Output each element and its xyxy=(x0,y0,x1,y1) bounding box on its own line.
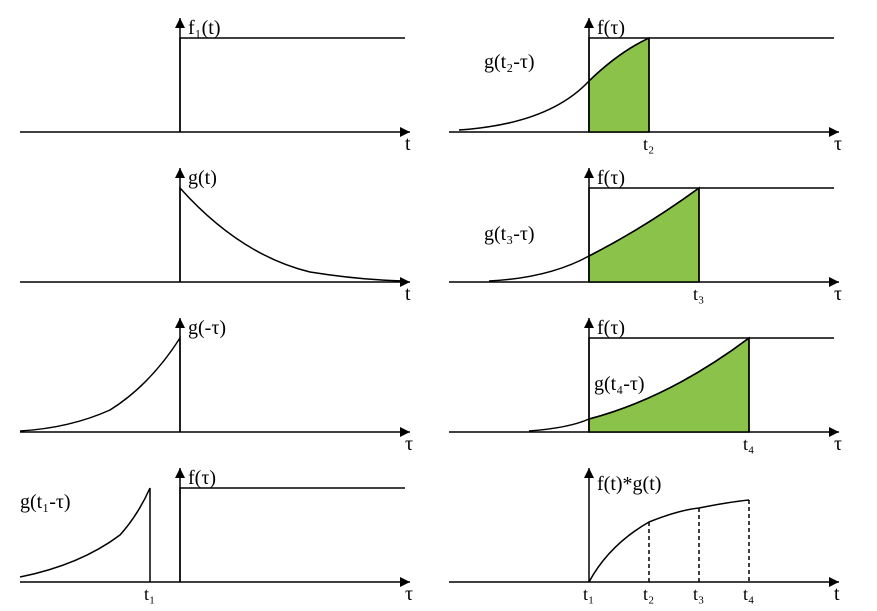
y-label: g(-τ) xyxy=(188,317,226,339)
x-label: τ xyxy=(834,283,842,305)
x-label: τ xyxy=(405,583,413,605)
plot-R3: f(τ) g(t₄-τ) t₄ τ xyxy=(439,310,867,457)
y-label: f₁(t) xyxy=(188,17,221,39)
y-label: f(τ) xyxy=(597,17,625,39)
rise-curve xyxy=(20,338,180,432)
plot-L3: g(-τ) τ xyxy=(10,310,438,457)
plot-L1: f₁(t) t xyxy=(10,10,438,157)
x-label: t xyxy=(405,133,411,155)
tick3: t₃ xyxy=(693,584,704,604)
y-label: f(τ) xyxy=(597,317,625,339)
panel-R4: f(t)*g(t) t₁ t₂ t₃ t₄ t xyxy=(439,460,868,610)
panel-R1: f(τ) g(t₂-τ) t₂ τ xyxy=(439,10,868,160)
plot-L2: g(t) t xyxy=(10,160,438,307)
g-label: g(t₃-τ) xyxy=(484,223,535,245)
panel-L4: f(τ) g(t₁-τ) t₁ τ xyxy=(10,460,439,610)
panel-L3: g(-τ) τ xyxy=(10,310,439,460)
plot-R1: f(τ) g(t₂-τ) t₂ τ xyxy=(439,10,867,157)
y-label: g(t) xyxy=(188,167,217,189)
g-label: g(t₁-τ) xyxy=(20,491,71,513)
tick4: t₄ xyxy=(743,584,754,604)
panel-L2: g(t) t xyxy=(10,160,439,310)
g-label: g(t₄-τ) xyxy=(594,373,645,395)
result-curve xyxy=(589,500,749,582)
x-label: t xyxy=(834,583,840,605)
tick-label: t₃ xyxy=(693,284,704,304)
tick-label: t₂ xyxy=(643,134,654,154)
tick2: t₂ xyxy=(643,584,654,604)
g-label: g(t₂-τ) xyxy=(484,51,535,73)
x-label: τ xyxy=(834,433,842,455)
tick-label: t₄ xyxy=(743,434,754,454)
panel-L1: f₁(t) t xyxy=(10,10,439,160)
x-label: t xyxy=(405,283,411,305)
plot-R4: f(t)*g(t) t₁ t₂ t₃ t₄ t xyxy=(439,460,867,607)
f-step xyxy=(180,488,405,582)
step-curve xyxy=(180,38,405,132)
y-label: f(τ) xyxy=(188,467,216,489)
tick-label: t₁ xyxy=(144,584,155,604)
overlap-fill xyxy=(589,38,649,132)
y-label: f(τ) xyxy=(597,167,625,189)
decay-curve xyxy=(180,188,405,282)
panel-R2: f(τ) g(t₃-τ) t₃ τ xyxy=(439,160,868,310)
plot-L4: f(τ) g(t₁-τ) t₁ τ xyxy=(10,460,438,607)
panel-R3: f(τ) g(t₄-τ) t₄ τ xyxy=(439,310,868,460)
plot-R2: f(τ) g(t₃-τ) t₃ τ xyxy=(439,160,867,307)
x-label: τ xyxy=(405,433,413,455)
overlap-fill xyxy=(589,188,699,282)
y-label: f(t)*g(t) xyxy=(597,473,661,495)
panel-grid: f₁(t) t f(τ) g(t₂-τ) t₂ τ xyxy=(10,10,867,601)
x-label: τ xyxy=(834,133,842,155)
tick1: t₁ xyxy=(583,584,594,604)
